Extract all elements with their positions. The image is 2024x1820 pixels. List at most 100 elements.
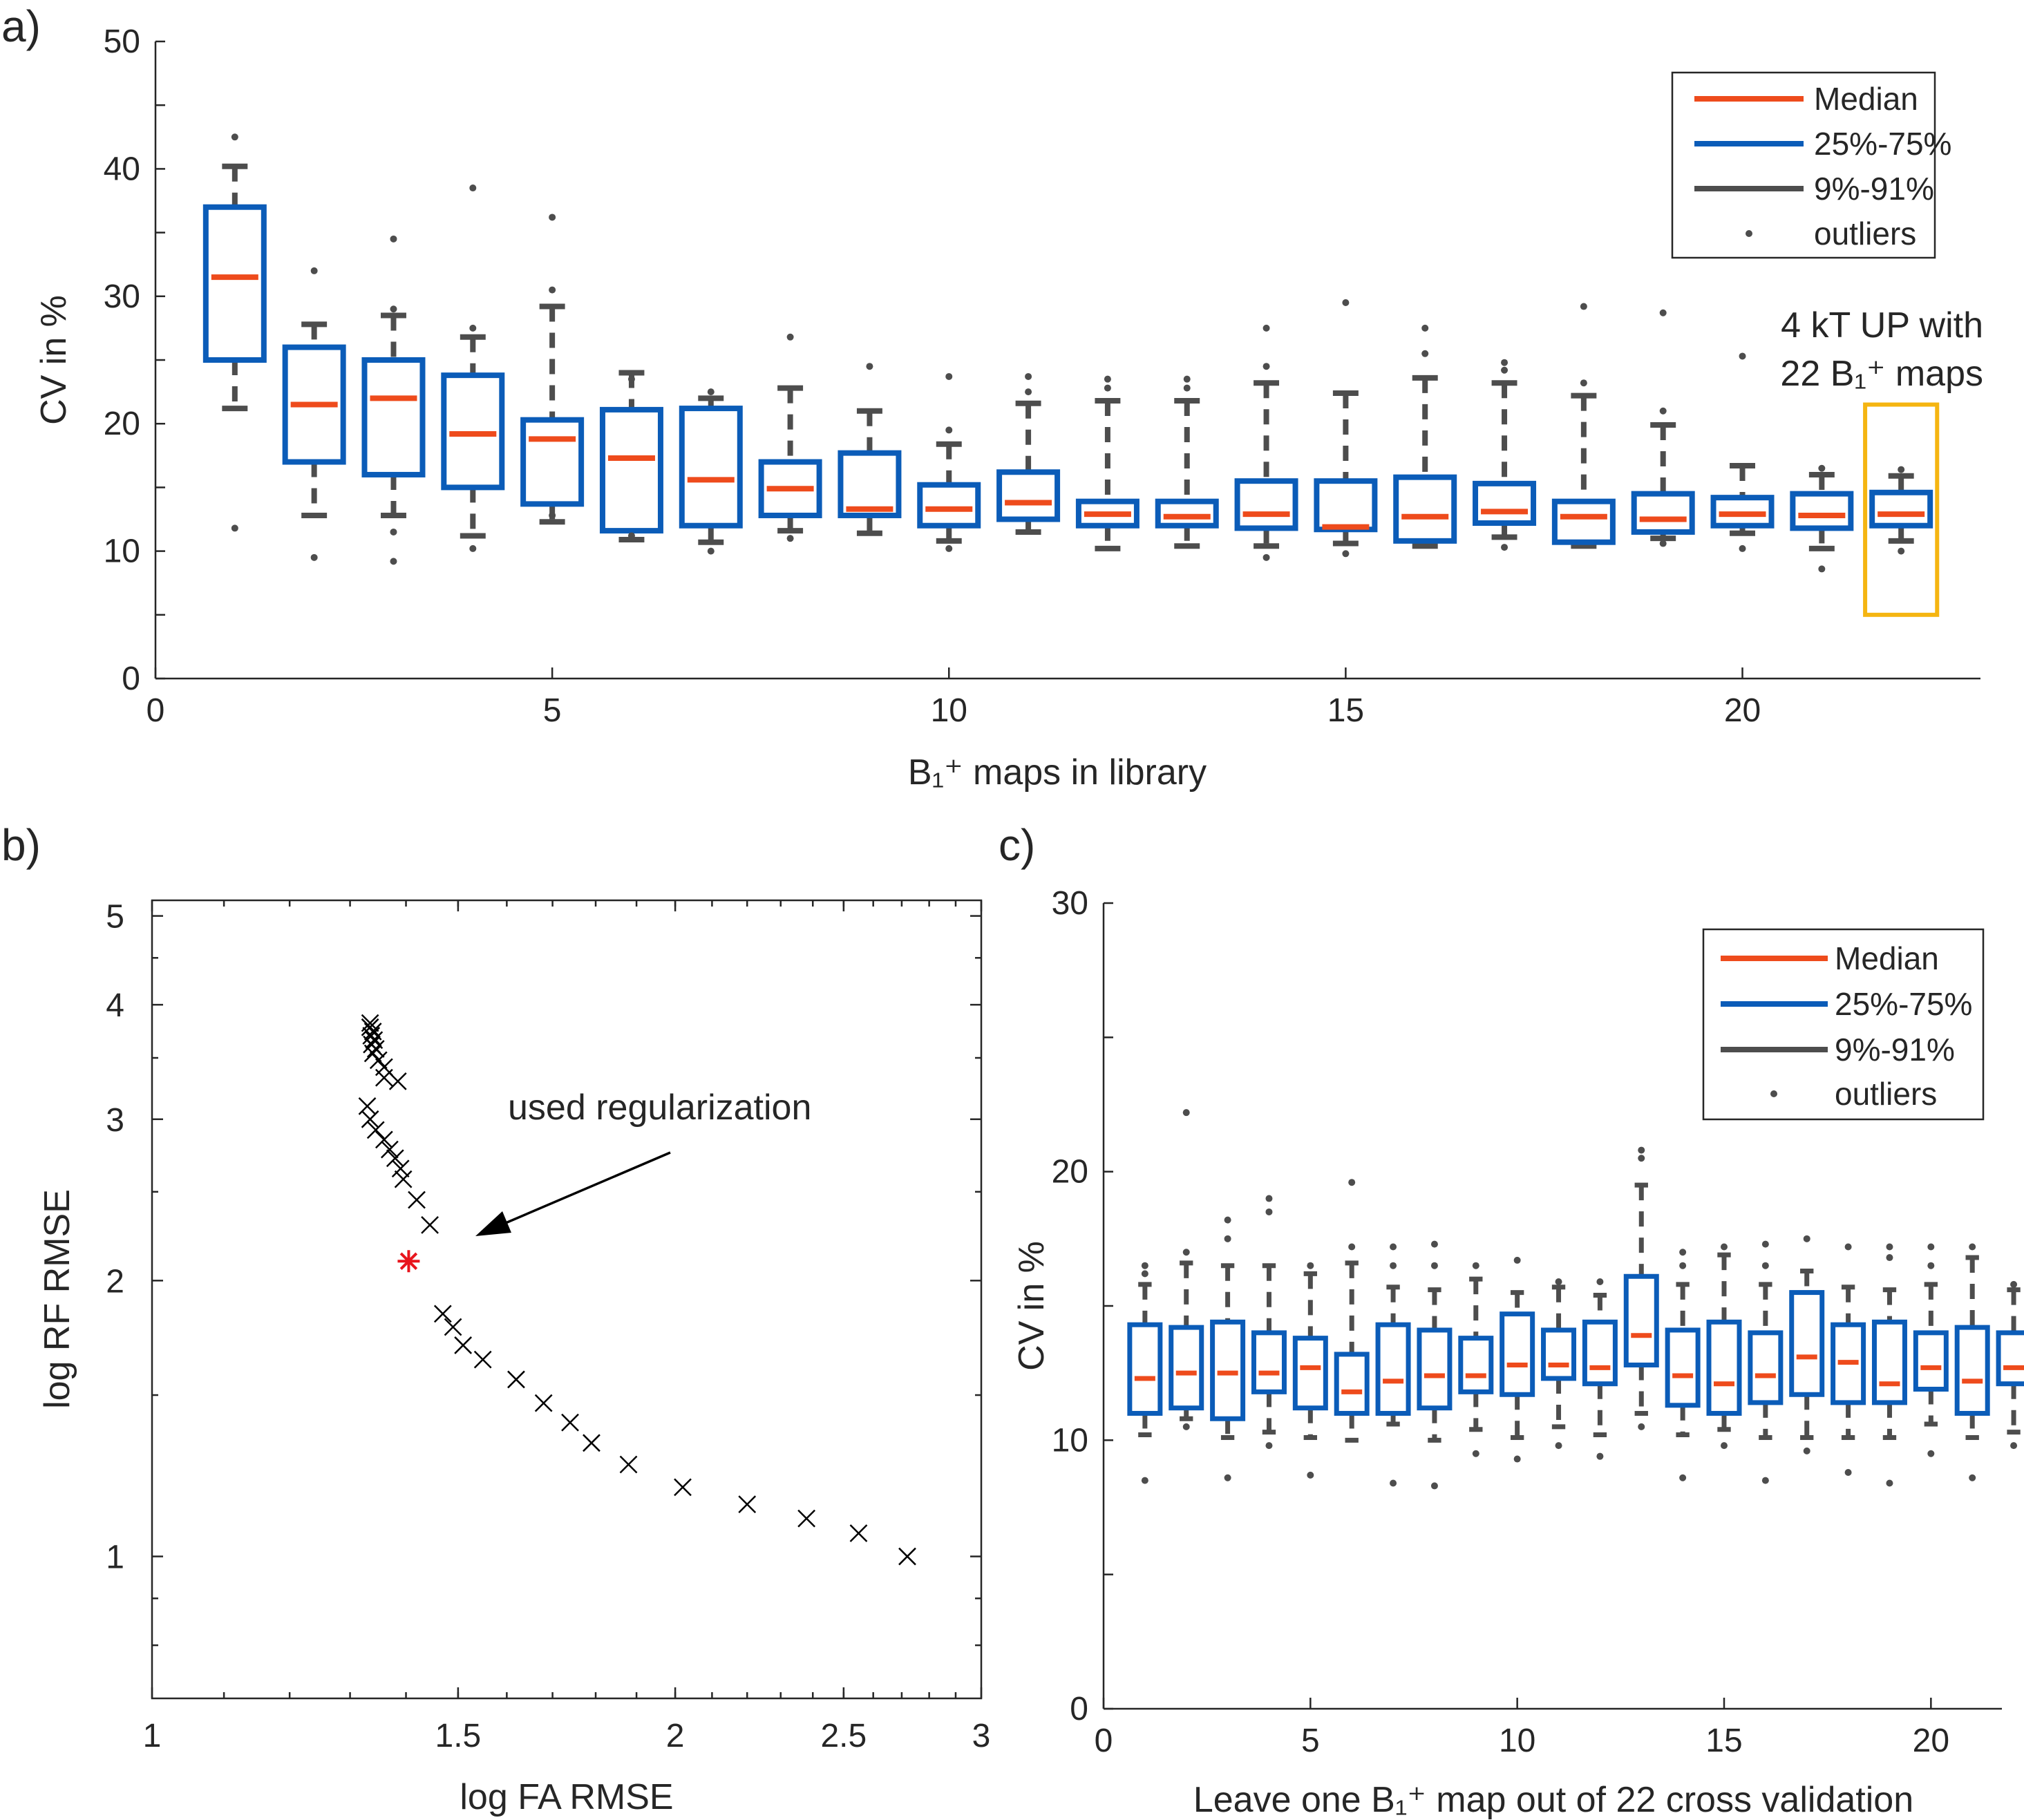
- data-point: [738, 1495, 757, 1513]
- data-point: [583, 1434, 600, 1452]
- outlier-point: [1421, 324, 1429, 332]
- outlier-point: [1501, 359, 1508, 366]
- iqr-box: [1155, 498, 1219, 529]
- box-10: [917, 372, 981, 552]
- box-2: [282, 267, 346, 561]
- iqr-box: [1075, 498, 1139, 529]
- outlier-point: [1580, 303, 1587, 310]
- outlier-point: [1555, 1442, 1562, 1450]
- y-tick-label: 1: [106, 1539, 124, 1576]
- outlier-point: [1472, 1450, 1479, 1457]
- x-tick-label: 10: [931, 692, 967, 729]
- iqr-box: [1710, 495, 1775, 529]
- outlier-point: [1342, 299, 1350, 307]
- outlier-point: [1679, 1249, 1687, 1256]
- outlier-point: [945, 544, 953, 552]
- data-point: [361, 1018, 379, 1036]
- iqr-box: [1314, 478, 1378, 533]
- panel-a-annotation-line1: 4 kT UP with: [1781, 305, 1983, 345]
- iqr-box: [1292, 1336, 1328, 1411]
- iqr-box: [758, 459, 822, 518]
- panel-b-plot: [358, 1014, 916, 1566]
- panel-a-letter: a): [1, 1, 41, 51]
- panel-b-x-label: log FA RMSE: [460, 1777, 673, 1817]
- selected-regularization-point: [397, 1250, 420, 1273]
- panel-b: b) 1 1.5 2 2.5 3 1 2 3 4 5 log FA RMSE log RF RMS…: [1, 820, 990, 1817]
- box-10: [1500, 1256, 1535, 1463]
- outlier-point: [1182, 1109, 1190, 1117]
- box-13: [1623, 1146, 1659, 1430]
- iqr-box: [1789, 1290, 1825, 1397]
- box-7: [679, 388, 743, 555]
- outlier-point: [390, 305, 397, 313]
- outlier-point: [786, 535, 794, 542]
- outlier-point: [1761, 1477, 1769, 1484]
- iqr-box: [282, 344, 346, 465]
- outlier-point: [1927, 1450, 1935, 1457]
- outlier-point: [231, 524, 238, 532]
- outlier-point: [1390, 1262, 1397, 1269]
- outlier-point: [549, 286, 556, 294]
- panel-c: c) 0 5 10 15 20 0 10 20 30 Leave one B₁⁺ map out…: [999, 820, 2024, 1820]
- iqr-box: [1210, 1319, 1246, 1421]
- iqr-box: [1127, 1322, 1163, 1416]
- y-tick-label: 4: [106, 987, 124, 1024]
- data-point: [361, 1110, 379, 1128]
- outlier-point: [390, 558, 397, 565]
- y-tick-label: 10: [1052, 1422, 1088, 1459]
- highlight-box: [1863, 402, 1940, 617]
- y-tick-label: 20: [104, 406, 140, 442]
- outlier-point: [1596, 1452, 1604, 1460]
- iqr-box: [1393, 474, 1457, 544]
- y-tick-label: 10: [104, 533, 140, 570]
- box-9: [838, 363, 902, 536]
- data-point: [391, 1159, 410, 1178]
- data-point: [380, 1140, 399, 1159]
- iqr-box: [1500, 1311, 1535, 1397]
- x-tick-label: 20: [1724, 692, 1761, 729]
- outlier-point: [1596, 1278, 1604, 1286]
- box-19: [1871, 1243, 1907, 1487]
- x-tick-label: 20: [1913, 1723, 1949, 1759]
- iqr-box: [441, 372, 505, 491]
- outlier-point: [1472, 1262, 1479, 1269]
- outlier-point: [1265, 1195, 1273, 1202]
- outlier-point: [1679, 1474, 1687, 1481]
- y-tick-label: 20: [1052, 1154, 1088, 1191]
- outlier-point: [1025, 388, 1032, 396]
- outlier-point: [1818, 565, 1826, 573]
- outlier-point: [1721, 1243, 1728, 1251]
- data-point: [561, 1413, 579, 1432]
- data-point: [898, 1547, 916, 1566]
- outlier-point: [1886, 1254, 1893, 1262]
- x-tick-label: 1: [143, 1718, 162, 1754]
- box-15: [1706, 1243, 1742, 1450]
- data-point: [849, 1524, 868, 1542]
- outlier-point: [1638, 1423, 1645, 1430]
- outlier-point: [1141, 1270, 1148, 1278]
- outlier-point: [1262, 324, 1270, 332]
- box-1: [1127, 1262, 1163, 1484]
- x-tick-label: 15: [1327, 692, 1364, 729]
- outlier-point: [1342, 550, 1350, 558]
- iqr-box: [1334, 1352, 1370, 1416]
- x-tick-label: 0: [146, 692, 165, 729]
- outlier-point: [390, 235, 397, 243]
- y-tick-label: 0: [122, 661, 140, 697]
- box-16: [1748, 1240, 1784, 1484]
- panel-c-y-label: CV in %: [1012, 1241, 1052, 1371]
- outlier-point: [1265, 1442, 1273, 1450]
- data-point: [534, 1394, 553, 1412]
- x-tick-label: 1.5: [435, 1718, 482, 1754]
- data-point: [507, 1370, 525, 1389]
- outlier-point: [1104, 384, 1111, 392]
- outlier-point: [1182, 1423, 1190, 1430]
- y-tick-label: 5: [106, 899, 124, 936]
- outlier-point: [1182, 1249, 1190, 1256]
- outlier-point: [549, 511, 556, 519]
- outlier-point: [310, 267, 318, 274]
- panel-a-plot: 0 5 10 15 20 0 10 20 30 40 50: [104, 23, 1940, 729]
- box-5: [1292, 1262, 1328, 1479]
- box-14: [1234, 324, 1298, 561]
- outlier-point: [627, 375, 635, 383]
